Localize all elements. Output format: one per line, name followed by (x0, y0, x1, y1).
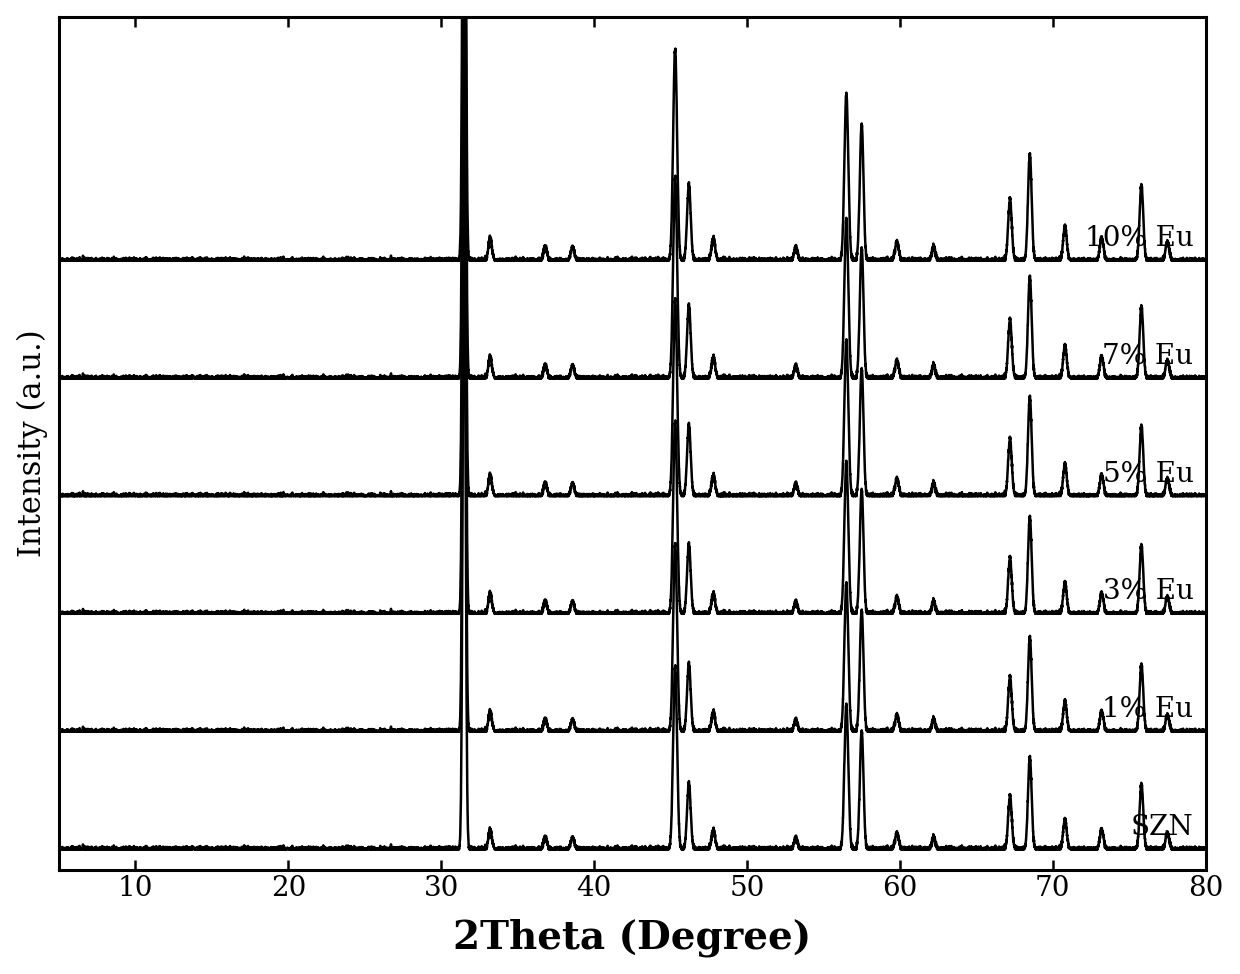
Text: 10% Eu: 10% Eu (1085, 225, 1193, 252)
Text: 1% Eu: 1% Eu (1102, 696, 1193, 723)
Text: SZN: SZN (1131, 814, 1193, 841)
Text: 7% Eu: 7% Eu (1102, 343, 1193, 370)
Y-axis label: Intensity (a.u.): Intensity (a.u.) (16, 329, 48, 557)
Text: 5% Eu: 5% Eu (1102, 461, 1193, 488)
X-axis label: 2Theta (Degree): 2Theta (Degree) (453, 918, 811, 957)
Text: 3% Eu: 3% Eu (1102, 579, 1193, 606)
